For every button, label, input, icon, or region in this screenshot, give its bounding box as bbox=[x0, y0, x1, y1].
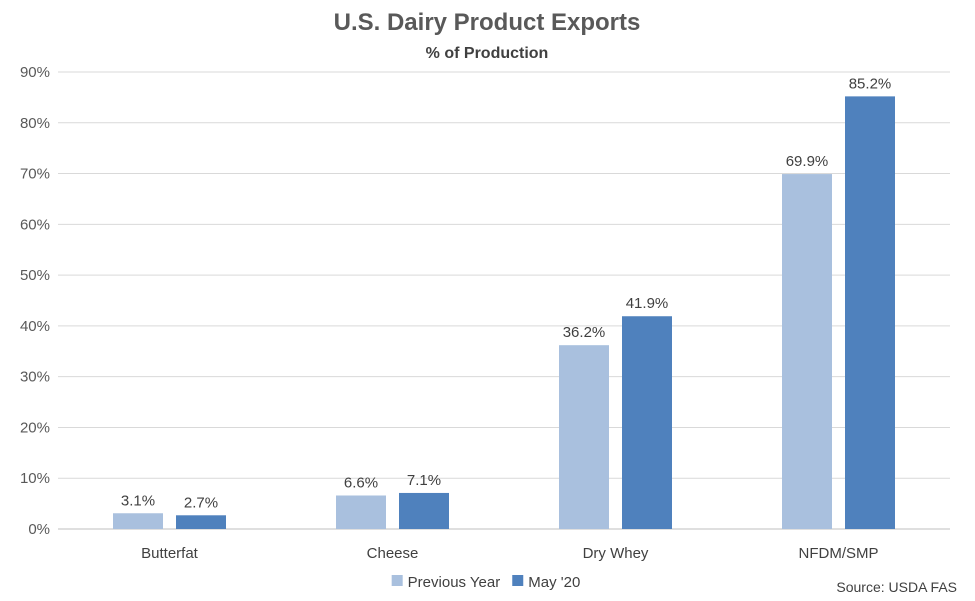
x-tick-label: Cheese bbox=[367, 545, 419, 562]
y-tick-label: 90% bbox=[20, 64, 50, 81]
data-label: 6.6% bbox=[344, 474, 378, 491]
chart-subtitle: % of Production bbox=[426, 45, 549, 62]
x-tick-label: NFDM/SMP bbox=[799, 545, 879, 562]
y-tick-label: 70% bbox=[20, 166, 50, 183]
data-label: 69.9% bbox=[786, 153, 829, 170]
legend-swatch bbox=[391, 575, 403, 586]
y-tick-label: 40% bbox=[20, 318, 50, 335]
data-label: 36.2% bbox=[563, 324, 606, 341]
data-labels: 3.1% 2.7% 6.6% 7.1% 36.2% 41.9% 69.9% 85.2% bbox=[121, 75, 891, 511]
y-axis: 0% 10% 20% 30% 40% 50% 60% 70% 80% 90% bbox=[20, 64, 50, 538]
bar bbox=[176, 515, 226, 529]
chart-title: U.S. Dairy Product Exports bbox=[334, 9, 641, 36]
y-tick-label: 80% bbox=[20, 115, 50, 132]
data-label: 7.1% bbox=[407, 472, 441, 489]
bar bbox=[113, 513, 163, 529]
bar bbox=[782, 174, 832, 529]
x-tick-label: Dry Whey bbox=[583, 545, 649, 562]
bar bbox=[622, 316, 672, 529]
data-label: 85.2% bbox=[849, 75, 892, 92]
data-label: 3.1% bbox=[121, 492, 155, 509]
bar bbox=[399, 492, 449, 529]
y-tick-label: 0% bbox=[28, 521, 50, 538]
y-tick-label: 60% bbox=[20, 216, 50, 233]
y-tick-label: 50% bbox=[20, 267, 50, 284]
x-axis: Butterfat Cheese Dry Whey NFDM/SMP bbox=[141, 545, 878, 562]
bars bbox=[113, 96, 895, 529]
x-tick-label: Butterfat bbox=[141, 545, 199, 562]
bar bbox=[845, 96, 895, 529]
data-label: 2.7% bbox=[184, 494, 218, 511]
bar bbox=[336, 495, 386, 529]
y-tick-label: 30% bbox=[20, 369, 50, 386]
bar bbox=[559, 345, 609, 529]
y-tick-label: 10% bbox=[20, 470, 50, 487]
source-note: Source: USDA FAS bbox=[836, 579, 957, 595]
legend-label: May '20 bbox=[528, 574, 580, 591]
data-label: 41.9% bbox=[626, 295, 669, 312]
legend-swatch bbox=[512, 575, 524, 586]
y-tick-label: 20% bbox=[20, 419, 50, 436]
legend-label: Previous Year bbox=[408, 574, 501, 591]
legend: Previous Year May '20 bbox=[391, 574, 580, 591]
gridlines bbox=[58, 71, 950, 530]
